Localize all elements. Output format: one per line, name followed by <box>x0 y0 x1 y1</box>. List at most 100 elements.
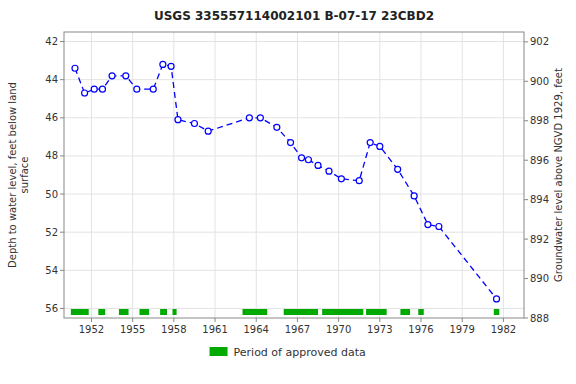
approved-period <box>119 309 129 315</box>
data-point <box>315 162 321 168</box>
x-tick <box>91 318 92 322</box>
y-grid-line <box>64 308 524 309</box>
y2-tick <box>524 278 528 279</box>
y-grid-line <box>64 117 524 118</box>
y2-tick <box>524 199 528 200</box>
legend-swatch <box>210 347 228 356</box>
y2-tick <box>524 41 528 42</box>
approved-period <box>243 309 268 315</box>
x-grid-line <box>421 32 422 318</box>
data-point <box>367 140 373 146</box>
data-point <box>168 63 174 69</box>
approved-period <box>160 309 167 315</box>
x-grid-line <box>462 32 463 318</box>
y-axis-label: Depth to water level, feet below landsur… <box>7 82 30 268</box>
x-tick-label: 1958 <box>161 324 186 335</box>
data-point <box>377 143 383 149</box>
y-tick-label: 52 <box>45 227 58 238</box>
x-tick <box>503 318 504 322</box>
x-tick <box>173 318 174 322</box>
y2-tick-label: 896 <box>530 155 549 166</box>
y-tick-label: 50 <box>45 189 58 200</box>
data-point <box>411 193 417 199</box>
data-point <box>257 115 263 121</box>
x-grid-line <box>173 32 174 318</box>
y2-tick-label: 902 <box>530 36 549 47</box>
x-tick-label: 1976 <box>408 324 433 335</box>
x-tick <box>421 318 422 322</box>
grid <box>64 32 524 318</box>
data-point <box>72 65 78 71</box>
data-point <box>82 90 88 96</box>
data-point <box>175 117 181 123</box>
y-tick-label: 46 <box>45 112 58 123</box>
y2-tick-label: 892 <box>530 234 549 245</box>
y-tick <box>60 232 64 233</box>
x-tick-label: 1955 <box>120 324 145 335</box>
y2-tick-label: 888 <box>530 313 549 324</box>
data-point <box>123 73 129 79</box>
x-grid-line <box>503 32 504 318</box>
y2-tick <box>524 160 528 161</box>
y-tick-label: 54 <box>45 265 58 276</box>
y-tick-label: 48 <box>45 150 58 161</box>
x-grid-line <box>132 32 133 318</box>
y2-tick-label: 890 <box>530 273 549 284</box>
x-grid-line <box>215 32 216 318</box>
x-tick <box>462 318 463 322</box>
legend-label: Period of approved data <box>234 346 366 359</box>
y2-tick <box>524 239 528 240</box>
x-grid-line <box>297 32 298 318</box>
x-tick <box>379 318 380 322</box>
y-grid-line <box>64 155 524 156</box>
x-tick <box>338 318 339 322</box>
data-point <box>425 222 431 228</box>
data-point <box>191 121 197 127</box>
title: USGS 335557114002101 B-07-17 23CBD2 <box>154 9 434 23</box>
data-point <box>91 86 97 92</box>
x-grid-line <box>256 32 257 318</box>
background <box>0 0 576 384</box>
y2-axis-label: Groundwater level above NGVD 1929, feet <box>553 68 564 282</box>
x-tick <box>256 318 257 322</box>
y2-tick <box>524 120 528 121</box>
y-grid-line <box>64 79 524 80</box>
data-point <box>494 296 500 302</box>
approved-period <box>140 309 150 315</box>
y-grid-line <box>64 41 524 42</box>
y-tick <box>60 194 64 195</box>
x-tick <box>132 318 133 322</box>
y2-tick-label: 900 <box>530 76 549 87</box>
data-point <box>305 157 311 163</box>
approved-period <box>322 309 363 315</box>
y-tick <box>60 41 64 42</box>
data-point <box>326 168 332 174</box>
approved-period <box>98 309 105 315</box>
data-point <box>338 176 344 182</box>
y-tick-label: 44 <box>45 74 58 85</box>
approved-period <box>494 309 499 315</box>
x-tick-label: 1964 <box>244 324 269 335</box>
approved-period <box>71 309 89 315</box>
x-tick <box>215 318 216 322</box>
data-point <box>246 115 252 121</box>
x-grid-line <box>379 32 380 318</box>
x-tick-label: 1973 <box>367 324 392 335</box>
x-tick-label: 1982 <box>491 324 516 335</box>
data-point <box>288 140 294 146</box>
data-point <box>109 73 115 79</box>
y-tick <box>60 117 64 118</box>
y-tick-label: 42 <box>45 36 58 47</box>
data-point <box>274 124 280 130</box>
data-point <box>134 86 140 92</box>
approved-period <box>400 309 410 315</box>
x-tick-label: 1952 <box>79 324 104 335</box>
chart: 1952195519581961196419671970197319761979… <box>0 0 576 384</box>
y-grid-line <box>64 232 524 233</box>
y-tick <box>60 79 64 80</box>
y2-tick <box>524 318 528 319</box>
legend: Period of approved data <box>210 346 366 359</box>
data-point <box>436 223 442 229</box>
approved-period <box>284 309 318 315</box>
y2-tick-label: 894 <box>530 194 549 205</box>
